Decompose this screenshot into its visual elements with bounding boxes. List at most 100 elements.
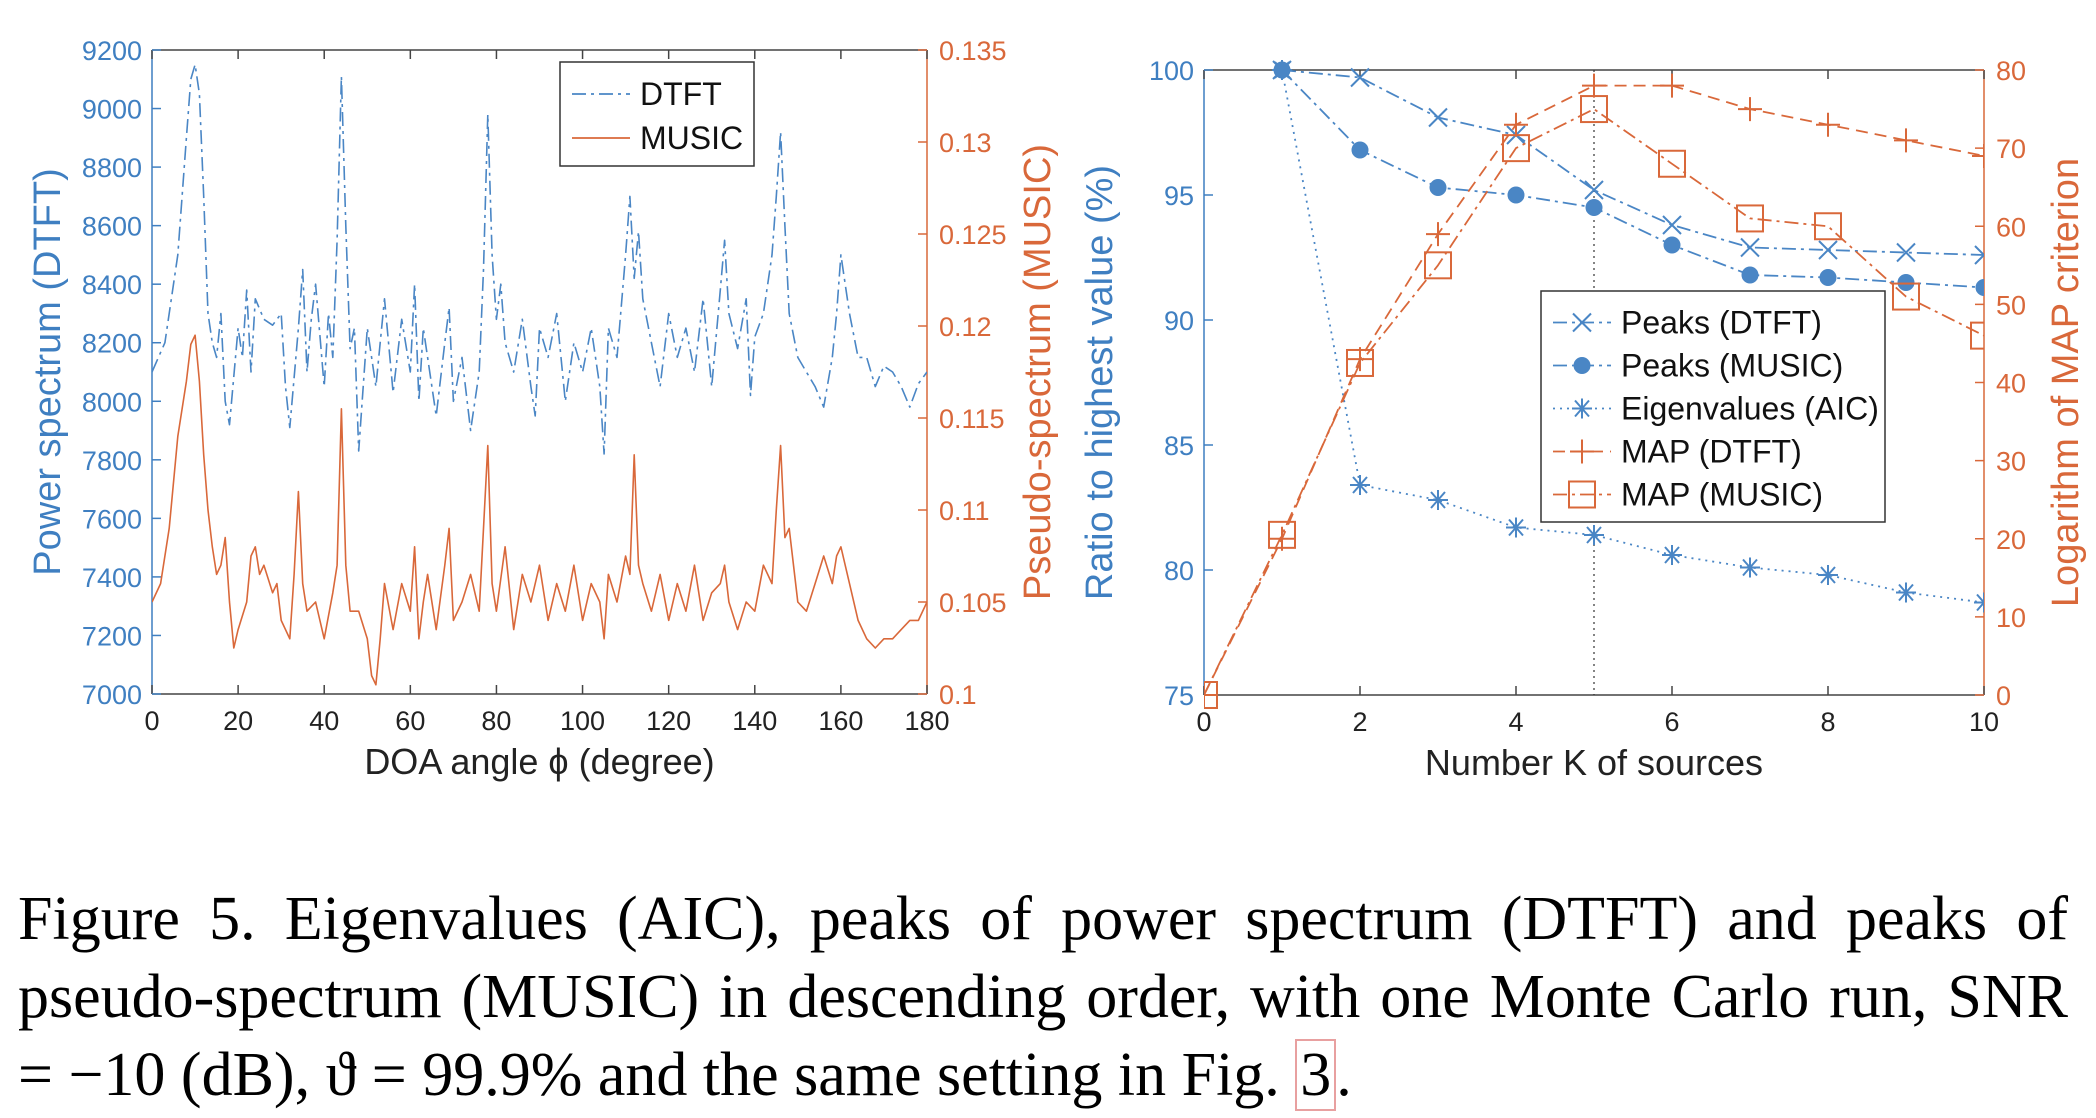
data-point [1585,199,1603,216]
data-point [1424,251,1452,280]
data-point [1896,582,1916,603]
data-point [1975,279,1984,296]
right-y-tick-label: 50 [1996,290,2026,320]
series-peaks-dtft [1272,60,1984,265]
figure-caption: Figure 5. Eigenvalues (AIC), peaks of po… [18,880,2068,1114]
left-y-tick-label: 7400 [82,563,142,593]
legend-label: Eigenvalues (AIC) [1621,391,1879,427]
x-tick-label: 140 [732,706,777,736]
right-y-tick-label: 80 [1996,56,2026,86]
data-point [1580,95,1608,124]
data-point [1429,179,1447,196]
data-point [1662,545,1682,565]
data-point [1894,128,1918,153]
chart-2: 0 2 4 6 8 10758085909510001020304050607080Num… [1079,56,2087,783]
data-point [1351,141,1369,159]
right-y-tick-label: 60 [1996,212,2026,242]
left-y-tick-label: 100 [1149,56,1194,86]
legend-label: MAP (MUSIC) [1621,477,1823,513]
left-y-axis-label: Ratio to highest value (%) [1079,165,1121,600]
series-eigenvalues-aic [1272,60,1984,613]
data-point [1970,321,1984,350]
legend-marker [1572,312,1592,333]
data-point [1502,134,1530,163]
left-y-axis-label: Power spectrum (DTFT) [27,168,69,575]
right-y-tick-label: 0.105 [939,588,1007,618]
data-point [1268,520,1296,549]
x-tick-label: 160 [818,706,863,736]
right-y-tick-label: 0 [1996,681,2011,711]
data-point [1506,517,1526,538]
data-point [1584,525,1604,545]
x-tick-label: 120 [646,706,691,736]
data-point [1270,526,1294,551]
data-point [1204,683,1216,707]
right-y-tick-label: 0.1 [939,680,977,710]
right-y-tick-label: 0.11 [939,496,990,526]
right-y-tick-label: 0.12 [939,312,992,342]
right-y-tick-label: 70 [1996,134,2026,164]
left-y-tick-label: 7600 [82,504,142,534]
right-y-tick-label: 10 [1996,603,2026,633]
series-line [152,334,927,686]
legend-marker [1570,439,1594,464]
legend: Peaks (DTFT) Peaks (MUSIC) Eigenvalues (AI… [1540,290,1886,523]
data-point [1974,592,1984,613]
series-line [1281,69,1984,256]
data-point [1740,557,1760,578]
left-y-tick-label: 9000 [82,95,142,125]
left-y-tick-label: 75 [1164,681,1194,711]
legend-label: Peaks (MUSIC) [1621,348,1843,384]
data-point [1428,490,1448,510]
data-point [1204,681,1218,709]
data-point [1507,186,1525,204]
right-y-tick-label: 30 [1996,447,2026,477]
x-tick-label: 2 [1352,707,1367,737]
left-y-tick-label: 7800 [82,446,142,476]
x-tick-label: 20 [223,706,253,736]
data-point [1972,143,1984,168]
data-point [1660,73,1684,98]
left-y-tick-label: 8800 [82,153,142,183]
left-y-tick-label: 8000 [82,387,142,417]
x-tick-label: 40 [309,706,339,736]
x-tick-label: 8 [1820,707,1835,737]
figure-reference-link[interactable]: 3 [1295,1039,1337,1111]
chart-1: 0 20 40 60 80 100 120 140 160 180 7000 7200 7400 7600… [27,36,1059,782]
right-y-tick-label: 20 [1996,525,2026,555]
data-point [1740,237,1760,258]
data-point [1738,97,1762,122]
left-y-tick-label: 95 [1164,181,1194,211]
data-point [1346,348,1374,377]
right-y-tick-label: 0.135 [939,36,1007,66]
x-tick-label: 10 [1969,707,1999,737]
x-tick-label: 180 [904,706,949,736]
data-point [1736,204,1764,233]
series-line [1281,69,1984,289]
data-point [1348,347,1372,372]
data-point [1974,245,1984,265]
data-point [1428,107,1448,128]
legend-label: DTFT [640,76,722,112]
left-y-tick-label: 90 [1164,306,1194,336]
x-tick-label: 80 [481,706,511,736]
series-music [152,334,927,686]
data-point [1816,112,1840,137]
x-axis-label: Number K of sources [1425,742,1763,783]
series-line [152,63,927,455]
left-y-tick-label: 8400 [82,270,142,300]
data-point [1272,60,1292,80]
series-line [1204,108,1984,696]
right-y-axis-label: Pseudo-spectrum (MUSIC) [1017,144,1059,600]
data-point [1819,269,1837,286]
data-point [1504,112,1528,137]
data-point [1814,212,1842,241]
series-map-music [1204,95,1984,709]
data-point [1818,240,1838,260]
data-point [1662,215,1682,235]
right-y-tick-label: 0.125 [939,220,1007,250]
right-y-tick-label: 0.13 [939,128,992,158]
x-tick-label: 6 [1664,707,1679,737]
legend-box [1540,290,1886,523]
legend-box [559,61,755,167]
